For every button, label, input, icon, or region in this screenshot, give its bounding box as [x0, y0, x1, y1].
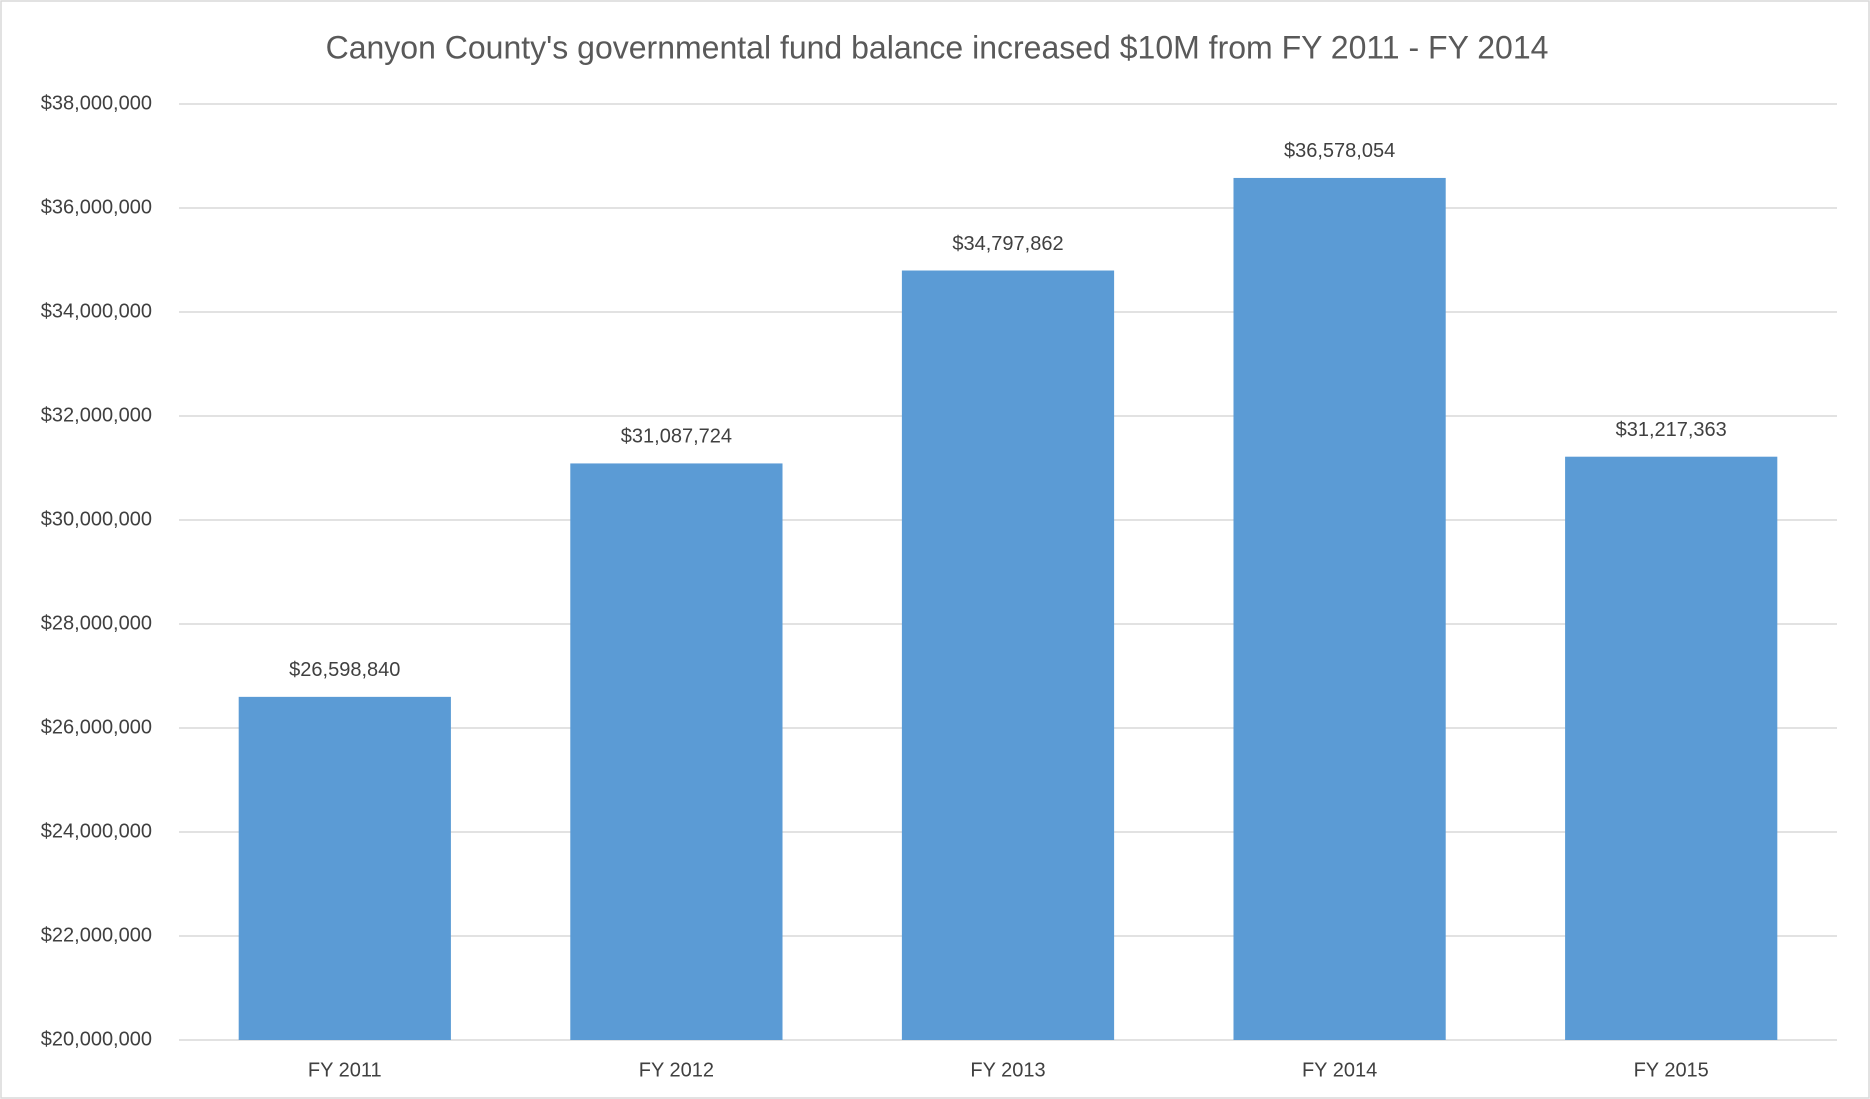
- data-label: $34,797,862: [952, 233, 1063, 255]
- data-label: $36,578,054: [1284, 140, 1395, 162]
- bar: [1565, 456, 1778, 1040]
- y-tick-label: $34,000,000: [41, 300, 152, 322]
- y-tick-label: $20,000,000: [41, 1028, 152, 1050]
- y-tick-label: $36,000,000: [41, 196, 152, 218]
- bar: [901, 270, 1115, 1040]
- bar: [1233, 177, 1446, 1041]
- x-tick-label: FY 2012: [639, 1059, 714, 1081]
- x-tick-label: FY 2015: [1634, 1059, 1709, 1081]
- y-tick-label: $26,000,000: [41, 716, 152, 738]
- data-label: $31,087,724: [621, 426, 732, 448]
- x-tick-label: FY 2013: [970, 1059, 1045, 1081]
- data-label: $26,598,840: [289, 659, 400, 681]
- chart-title: Canyon County's governmental fund balanc…: [326, 29, 1549, 65]
- bar: [238, 696, 451, 1040]
- y-tick-label: $24,000,000: [41, 820, 152, 842]
- x-tick-label: FY 2014: [1302, 1059, 1377, 1081]
- y-tick-label: $38,000,000: [41, 92, 152, 114]
- data-label: $31,217,363: [1616, 419, 1727, 441]
- y-tick-label: $30,000,000: [41, 508, 152, 530]
- y-tick-label: $28,000,000: [41, 612, 152, 634]
- y-tick-label: $22,000,000: [41, 924, 152, 946]
- bar: [570, 463, 783, 1040]
- y-tick-label: $32,000,000: [41, 404, 152, 426]
- x-tick-label: FY 2011: [308, 1059, 382, 1081]
